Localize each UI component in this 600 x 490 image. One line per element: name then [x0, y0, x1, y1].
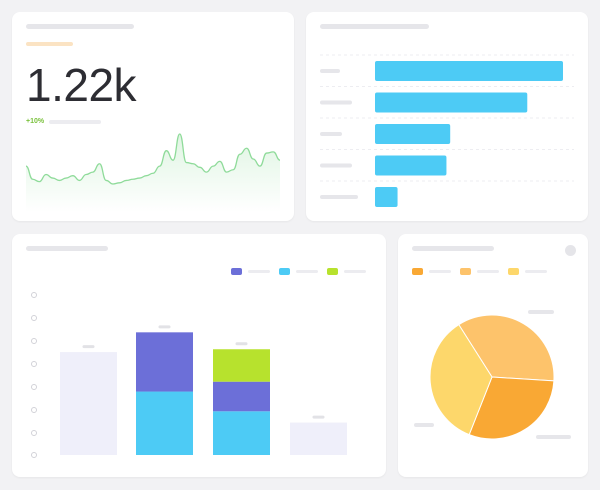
stacked-card	[12, 234, 386, 477]
stacked-chart	[31, 292, 347, 458]
kpi-delta: +10%	[26, 118, 45, 125]
y-axis-tick	[31, 292, 37, 298]
hbar-card	[306, 12, 588, 221]
y-axis-tick	[31, 338, 37, 344]
kpi-value: 1.22k	[26, 59, 137, 111]
pie-title-placeholder	[412, 246, 494, 251]
hbar-title-placeholder	[320, 24, 429, 29]
legend-label-placeholder	[296, 270, 318, 273]
kpi-delta-caption-placeholder	[49, 120, 101, 124]
kpi-accent-bar	[26, 42, 73, 46]
stacked-segment[interactable]	[136, 391, 193, 455]
pie-chart	[429, 314, 555, 440]
pie-label-placeholder	[414, 423, 434, 427]
stacked-segment[interactable]	[136, 332, 193, 392]
sparkline	[25, 133, 281, 212]
pie-options-button[interactable]	[565, 245, 576, 256]
y-axis-tick	[31, 384, 37, 390]
hbar-category-label	[320, 100, 352, 105]
column-value-label	[82, 345, 95, 349]
pie-label-placeholder	[536, 435, 571, 439]
stacked-segment[interactable]	[213, 411, 270, 455]
stacked-title-placeholder	[26, 246, 108, 251]
sparkline-line	[25, 133, 281, 185]
hbar-bar[interactable]	[375, 155, 447, 176]
hbar-category-label	[320, 132, 342, 136]
y-axis-tick	[31, 452, 37, 458]
pie-slice[interactable]	[429, 323, 493, 436]
y-axis-tick	[31, 430, 37, 436]
stacked-segment[interactable]	[213, 349, 270, 382]
column-value-label	[158, 325, 171, 329]
legend-label-placeholder	[248, 270, 270, 273]
sparkline-area	[26, 134, 280, 212]
hbar-bar[interactable]	[375, 92, 528, 113]
kpi-title-placeholder	[26, 24, 134, 29]
pie-legend-swatch-3	[508, 268, 519, 275]
hbar-chart	[320, 54, 574, 207]
pie-legend-swatch-2	[460, 268, 471, 275]
y-axis-tick	[31, 407, 37, 413]
pie-legend-label-placeholder	[525, 270, 547, 273]
legend-label-placeholder	[344, 270, 366, 273]
pie-legend-label-placeholder	[429, 270, 451, 273]
y-axis-tick	[31, 315, 37, 321]
hbar-category-label	[320, 69, 340, 73]
pie-slice[interactable]	[458, 314, 555, 382]
stacked-column[interactable]	[290, 422, 347, 455]
column-value-label	[312, 415, 325, 419]
pie-legend-swatch-1	[412, 268, 423, 275]
hbar-category-label	[320, 195, 358, 199]
pie-card	[398, 234, 588, 477]
hbar-bar[interactable]	[375, 187, 398, 207]
hbar-bar[interactable]	[375, 124, 451, 144]
legend-swatch-series-1	[231, 268, 242, 275]
legend-swatch-series-2	[279, 268, 290, 275]
pie-legend-label-placeholder	[477, 270, 499, 273]
pie-slice[interactable]	[468, 376, 555, 440]
y-axis-tick	[31, 361, 37, 367]
stacked-column[interactable]	[60, 352, 117, 455]
legend-swatch-series-3	[327, 268, 338, 275]
stacked-segment[interactable]	[213, 381, 270, 412]
hbar-bar[interactable]	[375, 61, 563, 81]
kpi-card: 1.22k +10%	[12, 12, 294, 221]
hbar-category-label	[320, 163, 352, 168]
pie-label-placeholder	[528, 310, 554, 314]
column-value-label	[235, 342, 248, 346]
